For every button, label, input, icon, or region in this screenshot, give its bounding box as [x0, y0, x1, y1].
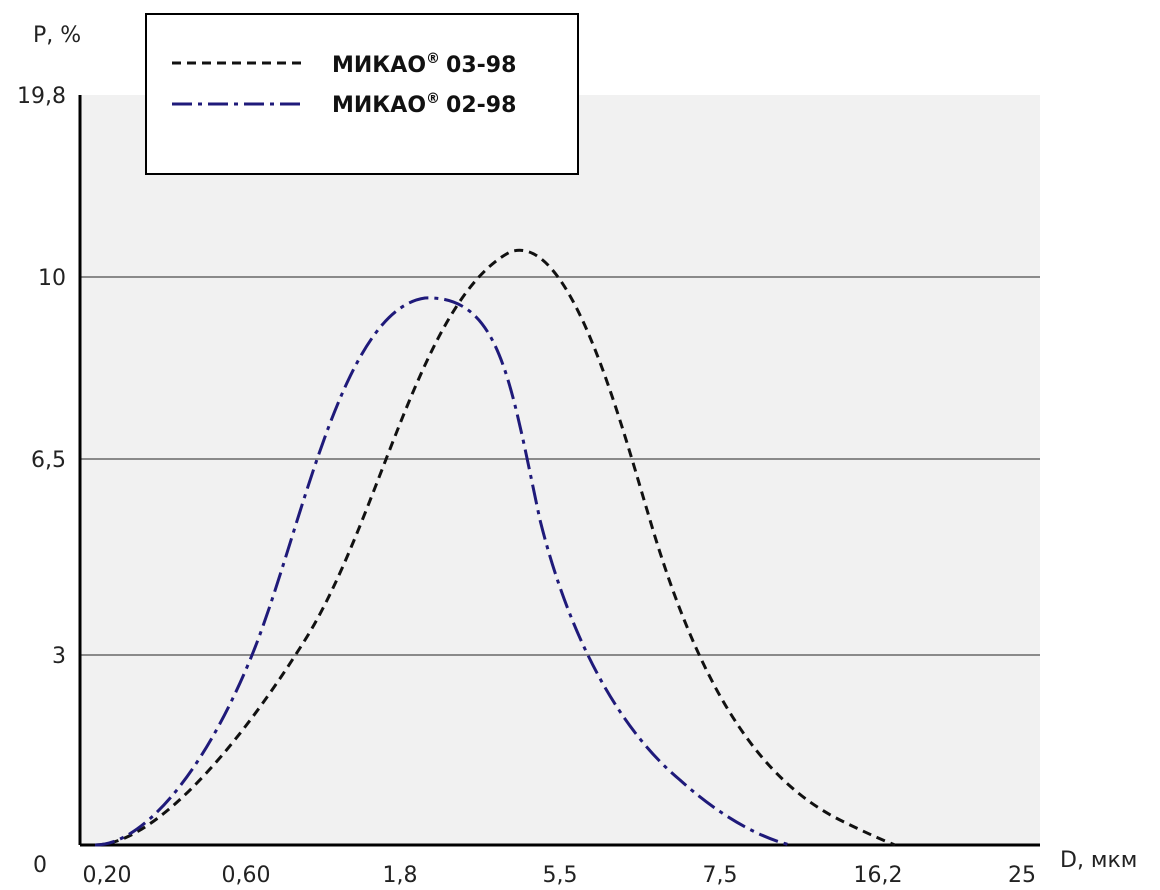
- y-tick-label: 3: [52, 644, 66, 669]
- series-line-micao-02-98: [94, 296, 791, 847]
- x-tick-label: 25: [1008, 863, 1036, 888]
- legend: МИКАО® 03-98 МИКАО® 02-98: [145, 13, 579, 175]
- y-axis-title: P, %: [33, 23, 81, 48]
- x-tick-label: 7,5: [703, 863, 738, 888]
- y-tick-label: 0: [33, 853, 47, 878]
- y-tick-label: 10: [38, 266, 66, 291]
- legend-box: [145, 13, 579, 175]
- x-tick-label: 16,2: [854, 863, 903, 888]
- x-tick-label: 0,60: [222, 863, 271, 888]
- y-tick-label: 6,5: [31, 448, 66, 473]
- x-tick-label: 0,20: [83, 863, 132, 888]
- x-tick-label: 1,8: [383, 863, 418, 888]
- y-tick-label: 19,8: [17, 84, 66, 109]
- legend-entry-micao-03-98: МИКАО® 03-98: [332, 51, 516, 78]
- series-line-micao-03-98: [94, 248, 896, 847]
- plot-area: [80, 95, 1040, 845]
- x-axis-title: D, мкм: [1060, 848, 1137, 873]
- legend-entry-micao-02-98: МИКАО® 02-98: [332, 91, 516, 118]
- x-tick-label: 5,5: [543, 863, 578, 888]
